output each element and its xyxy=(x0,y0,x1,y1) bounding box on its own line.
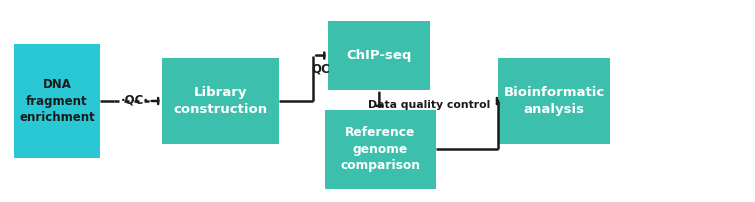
Text: Library
construction: Library construction xyxy=(174,86,268,116)
Text: ·QC·: ·QC· xyxy=(120,94,149,106)
FancyBboxPatch shape xyxy=(328,21,430,90)
FancyBboxPatch shape xyxy=(14,44,100,158)
Text: Reference
genome
comparison: Reference genome comparison xyxy=(341,126,421,173)
FancyBboxPatch shape xyxy=(162,58,279,144)
Text: Data quality control: Data quality control xyxy=(368,100,491,110)
Text: Bioinformatic
analysis: Bioinformatic analysis xyxy=(504,86,605,116)
FancyBboxPatch shape xyxy=(498,58,610,144)
Text: QC: QC xyxy=(311,62,330,75)
Text: DNA
fragment
enrichment: DNA fragment enrichment xyxy=(19,78,95,124)
Text: ChIP-seq: ChIP-seq xyxy=(347,49,412,62)
FancyBboxPatch shape xyxy=(325,110,436,189)
